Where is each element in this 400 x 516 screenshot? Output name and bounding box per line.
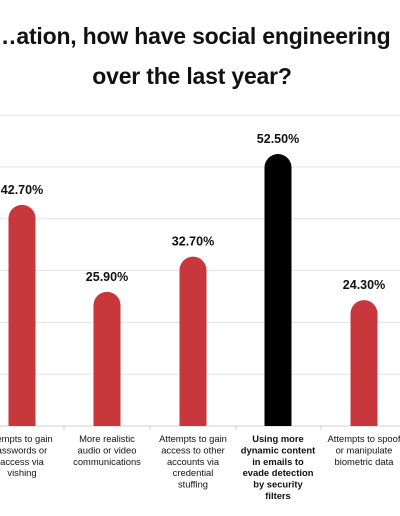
bar [179, 256, 207, 426]
x-tick-label: filters [265, 490, 291, 501]
x-tick-label: accounts via [167, 456, 220, 467]
data-label: 52.50% [257, 132, 299, 146]
x-tick-label: More realistic [79, 433, 135, 444]
bar [8, 204, 36, 426]
x-tick-label: dynamic content [241, 444, 316, 455]
chart-title-line-1: …ation, how have social engineering [0, 23, 391, 49]
x-tick-label: access to other [161, 444, 225, 455]
x-tick-label: access via [0, 456, 45, 467]
x-tick-label: Attempts to gain [159, 433, 227, 444]
chart-title-line-2: over the last year? [92, 63, 292, 89]
x-tick-label: credential [173, 467, 214, 478]
bar [350, 300, 378, 426]
data-label: 24.30% [343, 278, 385, 292]
x-tick-label: stuffing [178, 479, 208, 490]
x-tick-label: Using more [252, 433, 304, 444]
x-tick-label: Attempts to spoof [328, 433, 400, 444]
x-tick-label: by security [253, 479, 303, 490]
data-label: 32.70% [172, 235, 214, 249]
x-tick-label: audio or video [78, 444, 137, 455]
x-tick-label: communications [73, 456, 141, 467]
bar [93, 291, 121, 426]
bar [264, 154, 292, 427]
x-tick-label: ttempts to gain [0, 433, 53, 444]
x-tick-label: evade detection [243, 467, 314, 478]
x-tick-label: biometric data [335, 456, 395, 467]
x-tick-label: or manipulate [336, 444, 393, 455]
x-tick-label: vishing [7, 467, 36, 478]
data-label: 25.90% [86, 270, 128, 284]
x-tick-label: asswords or [0, 444, 47, 455]
data-label: 42.70% [1, 183, 43, 197]
x-tick-label: in emails to [252, 456, 304, 467]
chart-title: …ation, how have social engineering over… [0, 16, 400, 96]
